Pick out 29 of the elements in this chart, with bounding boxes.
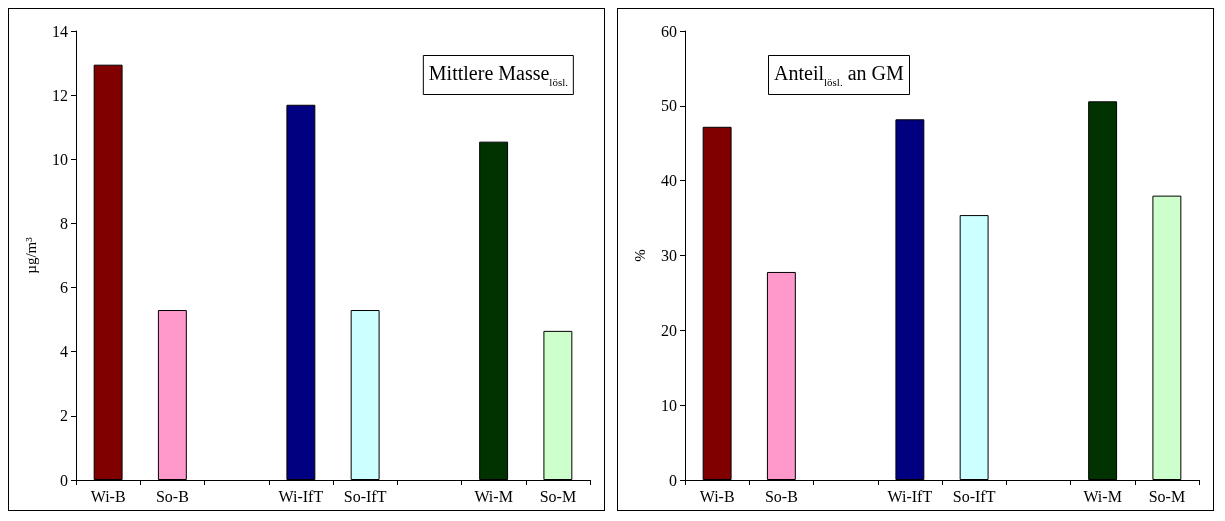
y-tick-label: 6 bbox=[60, 279, 68, 297]
y-tick-label: 20 bbox=[661, 321, 677, 339]
y-tick-label: 2 bbox=[60, 407, 68, 425]
x-tick-label: So-M bbox=[539, 487, 577, 505]
y-tick-label: 30 bbox=[661, 247, 677, 264]
x-tick-label: So-B bbox=[764, 487, 798, 505]
x-tick-label: Wi-IfT bbox=[278, 487, 324, 505]
y-axis-title: µg/m³ bbox=[22, 236, 39, 274]
y-tick-label: 10 bbox=[52, 150, 68, 168]
x-tick-label: So-B bbox=[155, 487, 189, 505]
x-tick-label: Wi-M bbox=[1083, 487, 1122, 505]
y-axis-title: % bbox=[631, 249, 648, 262]
y-tick-label: 8 bbox=[60, 214, 68, 232]
x-tick-label: Wi-B bbox=[699, 487, 735, 505]
x-tick-label: So-M bbox=[1148, 487, 1186, 505]
y-tick-label: 50 bbox=[661, 97, 677, 115]
y-tick-label: 40 bbox=[661, 172, 677, 190]
y-tick-label: 60 bbox=[661, 22, 677, 40]
y-tick-label: 12 bbox=[52, 86, 68, 104]
y-tick-label: 10 bbox=[661, 396, 677, 414]
y-tick-label: 4 bbox=[60, 343, 68, 361]
x-tick-label: Wi-B bbox=[90, 487, 126, 505]
x-tick-label: Wi-M bbox=[474, 487, 513, 505]
y-tick-label: 14 bbox=[52, 22, 68, 40]
x-tick-label: So-IfT bbox=[952, 487, 996, 505]
x-tick-label: So-IfT bbox=[343, 487, 387, 505]
y-tick-label: 0 bbox=[60, 471, 68, 489]
y-tick-label: 0 bbox=[669, 471, 677, 489]
x-tick-label: Wi-IfT bbox=[887, 487, 933, 505]
